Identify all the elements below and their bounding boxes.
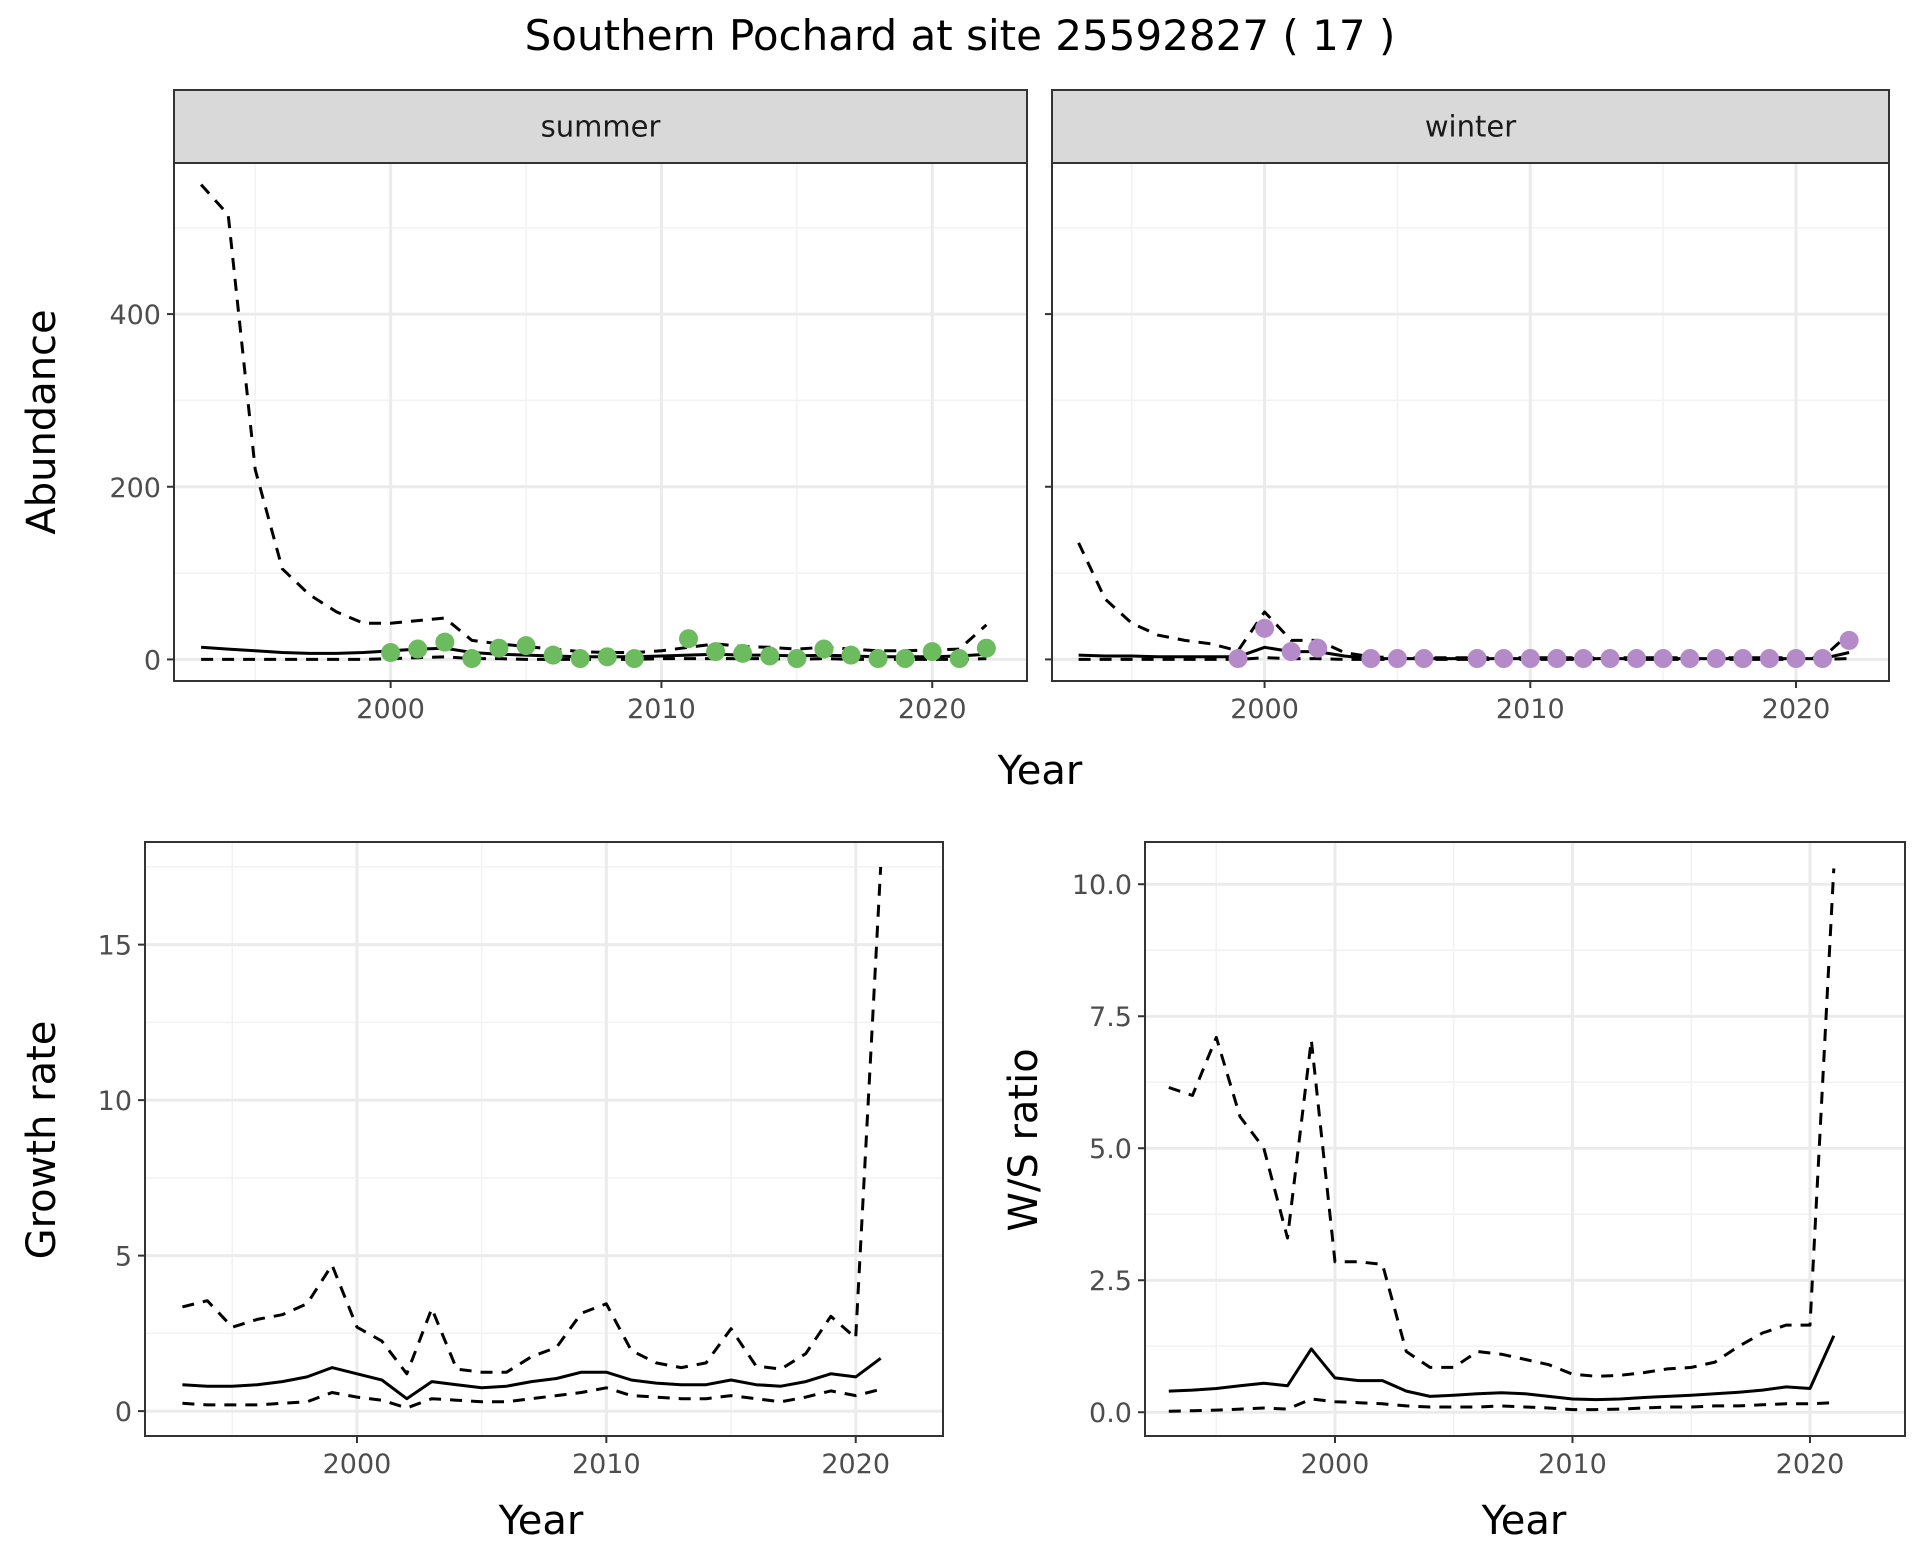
summer-y-tick-label: 200 <box>109 473 161 504</box>
winter-observed-point <box>1281 642 1301 662</box>
winter-observed-point <box>1467 649 1487 669</box>
summer-observed-point <box>381 643 401 663</box>
winter-observed-point <box>1547 649 1567 669</box>
top-x-axis-title: Year <box>997 748 1083 794</box>
ws-ratio-y-tick-label: 7.5 <box>1089 1002 1132 1033</box>
winter-observed-point <box>1839 630 1859 650</box>
growth-rate-x-tick-label: 2020 <box>821 1449 890 1480</box>
ws-ratio-x-tick-label: 2000 <box>1301 1449 1370 1480</box>
summer-observed-point <box>516 636 536 656</box>
winter-observed-point <box>1414 649 1434 669</box>
winter-observed-point <box>1733 649 1753 669</box>
growth-rate-panel-border <box>144 841 944 1437</box>
winter-observed-point <box>1361 649 1381 669</box>
summer-y-tick-label: 400 <box>109 300 161 331</box>
winter-observed-point <box>1255 618 1275 638</box>
winter-observed-point <box>1680 649 1700 669</box>
growth-rate-panel: 2000 2010 2020 0 5 10 15 <box>98 841 944 1480</box>
summer-observed-point <box>976 638 996 658</box>
winter-lower-bound-line <box>1078 656 1850 661</box>
winter-x-tick-label: 2020 <box>1762 694 1831 725</box>
winter-abundance-panel: winter 2000 2010 2020 <box>1045 89 1890 725</box>
growth-rate-plot-background <box>145 842 943 1436</box>
winter-x-tick-label: 2000 <box>1230 694 1299 725</box>
winter-x-tick-label: 2010 <box>1496 694 1565 725</box>
winter-facet-label: winter <box>1425 110 1516 144</box>
summer-observed-point <box>435 632 455 652</box>
winter-observed-point <box>1706 649 1726 669</box>
winter-observed-point <box>1228 649 1248 669</box>
growth-rate-lower-bound-line <box>182 1386 882 1410</box>
summer-observed-point <box>624 649 644 669</box>
winter-observed-point <box>1520 649 1540 669</box>
growth-rate-estimate-line <box>182 1357 882 1401</box>
ws-ratio-y-tick-label: 5.0 <box>1089 1134 1132 1165</box>
growth-rate-y-tick-label: 0 <box>115 1397 132 1428</box>
ws-ratio-estimate-line <box>1168 1335 1836 1402</box>
summer-observed-point <box>679 629 699 649</box>
ws-ratio-y-tick-label: 0.0 <box>1089 1398 1132 1429</box>
ws-ratio-x-tick-label: 2020 <box>1776 1449 1845 1480</box>
summer-observed-point <box>895 649 915 669</box>
ws-ratio-y-axis-title: W/S ratio <box>1001 1048 1047 1231</box>
winter-observed-point <box>1786 649 1806 669</box>
summer-x-tick-label: 2010 <box>627 694 696 725</box>
ws-ratio-x-tick-label: 2010 <box>1538 1449 1607 1480</box>
growth-rate-x-tick-label: 2010 <box>572 1449 641 1480</box>
winter-plot-background <box>1052 163 1889 681</box>
ws-ratio-panel: 2000 2010 2020 0.0 2.5 5.0 7.5 10.0 <box>1072 841 1906 1480</box>
winter-observed-point <box>1600 649 1620 669</box>
summer-observed-point <box>841 645 861 665</box>
winter-observed-point <box>1813 649 1833 669</box>
ws-ratio-lower-bound-line <box>1168 1397 1834 1413</box>
summer-observed-point <box>814 639 834 659</box>
summer-observed-point <box>868 649 888 669</box>
ws-ratio-plot-background <box>1145 842 1905 1436</box>
growth-rate-upper-bound-line <box>182 866 883 1376</box>
winter-observed-point <box>1308 638 1328 658</box>
summer-observed-point <box>408 639 428 659</box>
winter-observed-point <box>1494 649 1514 669</box>
summer-observed-point <box>570 649 590 669</box>
summer-observed-point <box>949 649 969 669</box>
growth-rate-x-axis-title: Year <box>498 1498 584 1544</box>
winter-observed-point <box>1627 649 1647 669</box>
chart-title: Southern Pochard at site 25592827 ( 17 ) <box>525 11 1396 60</box>
summer-x-tick-label: 2000 <box>356 694 425 725</box>
winter-upper-bound-line <box>1077 542 1851 660</box>
winter-observed-point <box>1653 649 1673 669</box>
summer-observed-point <box>489 638 509 658</box>
summer-observed-point <box>787 649 807 669</box>
summer-observed-point <box>597 647 617 667</box>
winter-facet-strip <box>1051 89 1890 164</box>
summer-y-tick-label: 0 <box>144 645 161 676</box>
summer-observed-point <box>706 642 726 662</box>
ws-ratio-x-axis-title: Year <box>1481 1498 1567 1544</box>
summer-x-tick-label: 2020 <box>898 694 967 725</box>
growth-rate-y-tick-label: 10 <box>98 1086 132 1117</box>
summer-upper-bound-line <box>199 183 988 654</box>
ws-ratio-upper-bound-line <box>1168 868 1836 1378</box>
summer-abundance-panel: summer 2000 2010 2020 0 200 400 <box>109 89 1028 725</box>
top-y-axis-title: Abundance <box>19 309 65 534</box>
ws-ratio-panel-border <box>1144 841 1906 1437</box>
growth-rate-y-tick-label: 15 <box>98 931 132 962</box>
ws-ratio-y-tick-label: 2.5 <box>1089 1266 1132 1297</box>
ws-ratio-y-tick-label: 10.0 <box>1072 870 1132 901</box>
winter-observed-point <box>1387 649 1407 669</box>
summer-facet-strip <box>173 89 1028 164</box>
winter-observed-point <box>1573 649 1593 669</box>
summer-facet-label: summer <box>541 110 661 144</box>
summer-observed-point <box>543 645 563 665</box>
summer-observed-point <box>462 649 482 669</box>
winter-observed-point <box>1759 649 1779 669</box>
summer-plot-background <box>174 163 1027 681</box>
summer-observed-point <box>760 646 780 666</box>
growth-rate-y-axis-title: Growth rate <box>19 1021 65 1260</box>
growth-rate-x-tick-label: 2000 <box>323 1449 392 1480</box>
summer-observed-point <box>922 642 942 662</box>
summer-observed-point <box>733 643 753 663</box>
growth-rate-y-tick-label: 5 <box>115 1242 132 1273</box>
